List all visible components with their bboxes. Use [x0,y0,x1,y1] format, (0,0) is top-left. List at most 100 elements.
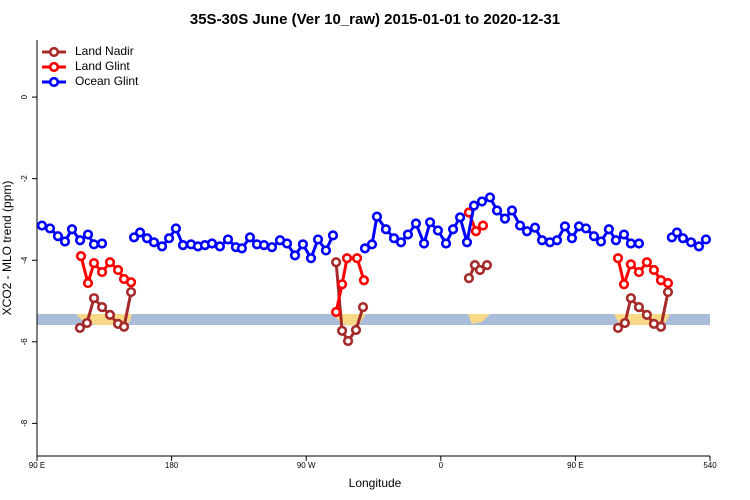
x-axis-label: Longitude [349,476,402,490]
data-point [641,309,652,320]
data-point [44,223,56,234]
data-point [454,212,466,223]
data-point [96,302,108,313]
data-point [481,260,493,271]
data-point [588,231,600,242]
data-point [214,241,226,252]
land-mask [37,314,710,326]
data-point [125,277,137,288]
data-point [331,306,342,318]
data-point [331,257,342,268]
data-point [305,253,317,264]
data-point [693,241,705,252]
data-point [633,266,645,278]
data-point [625,238,636,249]
data-point [59,236,71,247]
legend-marker [48,61,60,73]
x-tick-label: 180 [165,461,179,470]
data-point [595,236,607,247]
data-point [177,240,189,251]
data-point [641,257,652,268]
data-point [118,321,130,332]
data-point [52,231,64,242]
data-point [104,257,116,268]
data-point [633,302,645,313]
data-point [289,250,301,261]
data-point [700,234,712,245]
data-point [351,253,363,264]
data-point [96,238,108,249]
data-point [258,240,270,251]
data-point [36,220,48,231]
y-tick-label: -4 [20,256,29,264]
data-point [380,224,392,235]
data-point [484,192,496,203]
data-point [156,241,168,252]
land-band [37,314,710,325]
data-point [566,233,578,244]
land-patch [468,314,490,324]
data-point [440,238,452,249]
data-point [395,237,407,248]
data-point [66,224,78,235]
data-point [74,322,86,334]
y-tick-label: -8 [20,419,29,427]
x-tick-label: 90 W [297,461,316,470]
data-point [81,317,93,329]
data-point [529,222,541,233]
data-point [618,279,630,290]
data-point [75,251,87,262]
data-point [244,232,256,243]
y-tick-label: -6 [20,338,29,346]
data-point [514,220,526,231]
data-point [297,239,309,250]
y-axis-label: XCO2 - MLO trend (ppm) [0,181,14,316]
data-point [336,279,348,290]
data-point [134,227,146,238]
data-point [359,243,371,254]
data-point [341,253,353,264]
data-point [612,322,624,334]
data-point [402,229,413,240]
data-point [633,238,645,249]
data-point [551,235,563,246]
data-point [88,257,100,269]
y-tick-label: 0 [20,94,29,99]
data-point [358,275,370,286]
data-point [677,233,689,244]
data-point [618,229,630,240]
data-point [266,242,278,253]
data-point [424,217,436,228]
data-point [342,335,354,347]
data-point [236,243,247,254]
data-point [388,233,400,244]
x-tick-label: 540 [703,461,717,470]
data-point [432,225,444,236]
data-point [327,230,339,241]
data-point [336,325,348,336]
data-point [685,237,697,248]
data-point [88,293,100,304]
data-point [461,237,473,248]
data-point [506,205,518,216]
data-point [491,205,503,216]
data-point [170,223,182,234]
legend-marker [48,76,60,88]
data-point [468,200,480,211]
data-point [82,229,94,240]
data-point [521,226,533,237]
data-point [655,321,667,332]
data-point [281,238,293,249]
data-point [625,259,636,270]
data-point [619,317,631,329]
data-point [580,223,592,234]
data-point [312,234,324,245]
data-point [104,309,116,320]
series-line [79,262,670,344]
data-point [470,226,482,237]
data-point [463,273,475,284]
x-tick-label: 90 E [567,461,583,470]
data-point [141,233,153,244]
data-point [112,264,124,276]
